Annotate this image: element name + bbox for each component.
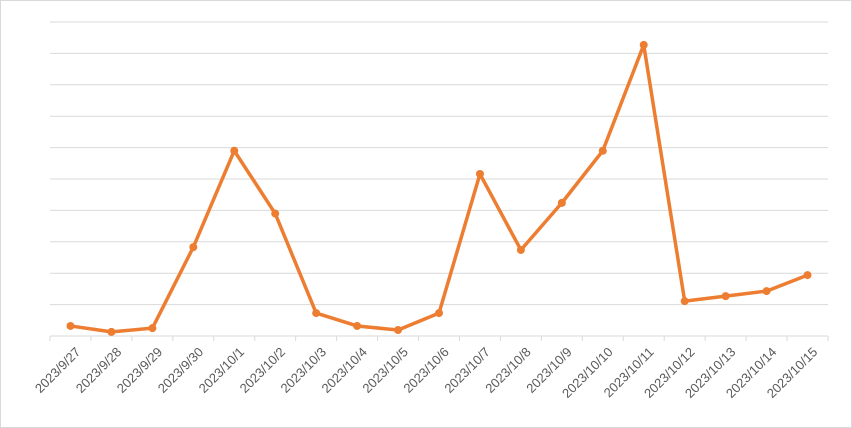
- point: [271, 209, 280, 218]
- point: [66, 321, 75, 330]
- point: [475, 169, 484, 178]
- point: [230, 146, 239, 155]
- point: [189, 243, 198, 252]
- point: [394, 326, 403, 335]
- point: [557, 198, 566, 207]
- point: [680, 297, 689, 306]
- point: [516, 245, 525, 254]
- point: [598, 146, 607, 155]
- point: [762, 287, 771, 296]
- point: [312, 309, 321, 318]
- point: [148, 324, 157, 333]
- point: [639, 40, 648, 49]
- point: [435, 309, 443, 318]
- point: [353, 321, 362, 330]
- point: [721, 292, 730, 301]
- point: [803, 271, 812, 280]
- point: [107, 327, 116, 336]
